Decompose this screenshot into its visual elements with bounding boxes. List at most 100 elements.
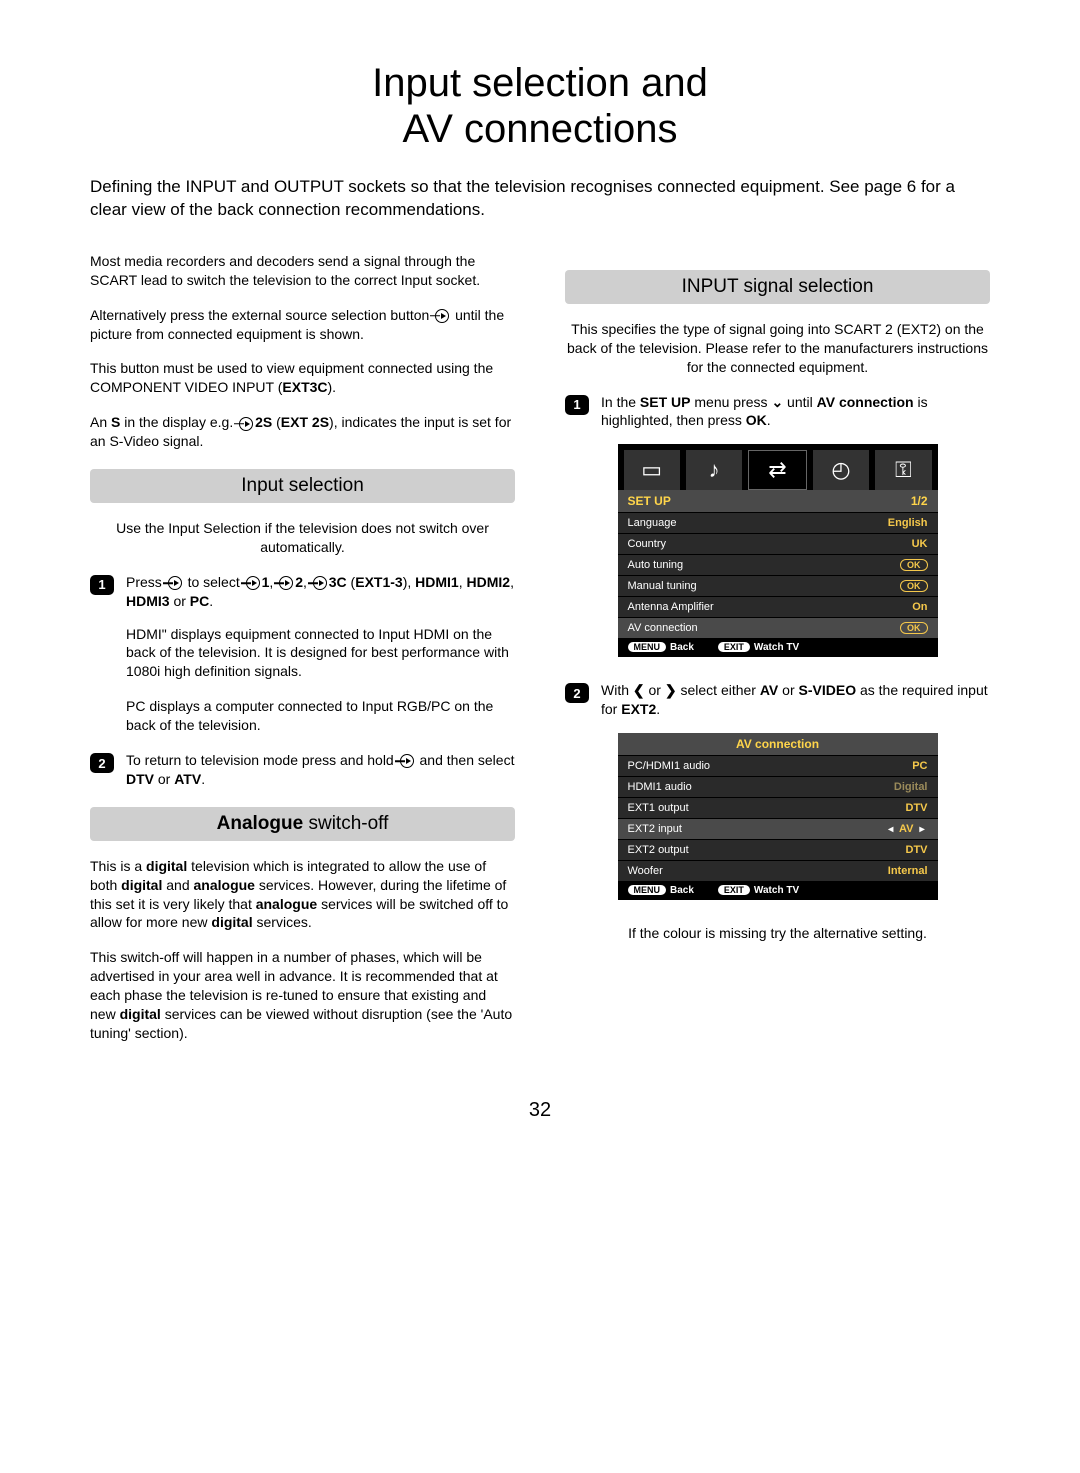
left-p1: Most media recorders and decoders send a… (90, 252, 515, 290)
text-bold: HDMI3 (126, 593, 170, 609)
text: to select (184, 574, 244, 590)
left-p4: An S in the display e.g. 2S (EXT 2S), in… (90, 413, 515, 451)
osd-setup-menu: ▭ ♪ ⇄ ◴ ⚿ SET UP 1/2 LanguageEnglishCoun… (618, 444, 938, 657)
osd-row: Auto tuningOK (618, 554, 938, 575)
osd2-header-title: AV connection (736, 737, 819, 751)
text: and (162, 877, 193, 893)
text: ). (328, 379, 337, 395)
osd-row-value: Digital (894, 781, 928, 793)
right-footnote: If the colour is missing try the alterna… (565, 924, 990, 943)
osd-footer-back: Back (670, 642, 694, 653)
text-bold: EXT 2S (281, 414, 329, 430)
step-badge-1: 1 (565, 395, 589, 415)
input-icon (435, 309, 449, 323)
text-bold: EXT3C (282, 379, 327, 395)
osd-av-connection-menu: AV connection PC/HDMI1 audio PC HDMI1 audi… (618, 733, 938, 900)
step-badge-2: 2 (565, 683, 589, 703)
text: Press (126, 574, 166, 590)
text: ( (347, 574, 356, 590)
text: . (201, 771, 205, 787)
chevron-right-icon: ❯ (665, 681, 677, 700)
text-bold: SET UP (640, 394, 691, 410)
analogue-p2: This switch-off will happen in a number … (90, 948, 515, 1042)
picture-icon: ▭ (624, 450, 680, 490)
step-1-text: Press to select 1, 2, 3C (EXT1-3), HDMI1… (126, 573, 515, 611)
osd-row-label: Country (628, 538, 667, 550)
osd-row-value: OK (900, 580, 928, 592)
text-bold: analogue (194, 877, 255, 893)
osd-row-value: DTV (906, 802, 928, 814)
input-selection-intro: Use the Input Selection if the televisio… (90, 519, 515, 557)
left-step-1: 1 Press to select 1, 2, 3C (EXT1-3), HDM… (90, 573, 515, 611)
osd-row-label: Language (628, 517, 677, 529)
text-bold: S (111, 414, 120, 430)
osd-row: EXT2 input◂ AV ▸ (618, 818, 938, 839)
title-line2: AV connections (90, 106, 990, 152)
text: and then select (416, 752, 515, 768)
osd-row-label: EXT2 output (628, 844, 689, 856)
text: until (783, 394, 816, 410)
osd-row-value: PC (912, 760, 927, 772)
text: ), (403, 574, 415, 590)
text-bold: S-VIDEO (799, 682, 857, 698)
right-step1-text: In the SET UP menu press ⌄ until AV conn… (601, 393, 990, 431)
text: menu press (691, 394, 772, 410)
menu-pill: MENU (628, 642, 667, 652)
osd-footer-watch: Watch TV (754, 885, 799, 896)
left-column: Most media recorders and decoders send a… (90, 252, 515, 1059)
osd-row-label: PC/HDMI1 audio (628, 760, 711, 772)
is-p3: PC displays a computer connected to Inpu… (126, 697, 515, 735)
osd-row-label: Antenna Amplifier (628, 601, 714, 613)
text: An (90, 414, 111, 430)
text-bold: DTV (126, 771, 154, 787)
text: Alternatively press the external source … (90, 307, 433, 323)
text: select either (677, 682, 760, 698)
osd-row: HDMI1 audio Digital (618, 776, 938, 797)
text: in the display e.g. (120, 414, 237, 430)
text: or (778, 682, 798, 698)
left-step-2: 2 To return to television mode press and… (90, 751, 515, 789)
text: . (767, 412, 771, 428)
text-bold: OK (746, 412, 767, 428)
osd-row-label: HDMI1 audio (628, 781, 692, 793)
osd-header: SET UP 1/2 (618, 490, 938, 512)
left-p3: This button must be used to view equipme… (90, 359, 515, 397)
osd-row: EXT1 outputDTV (618, 797, 938, 818)
input-icon (313, 576, 327, 590)
chevron-left-icon: ❮ (633, 681, 645, 700)
osd2-header: AV connection (618, 733, 938, 755)
input-icon (279, 576, 293, 590)
text: This is a (90, 858, 146, 874)
osd-header-title: SET UP (628, 494, 671, 508)
chevron-down-icon: ⌄ (771, 393, 783, 412)
osd-row: LanguageEnglish (618, 512, 938, 533)
text: With (601, 682, 633, 698)
osd-row-value: DTV (906, 844, 928, 856)
page-title-block: Input selection and AV connections (90, 60, 990, 152)
text-bold: digital (146, 858, 187, 874)
is-p2: HDMI" displays equipment connected to In… (126, 625, 515, 682)
setup-icon: ⇄ (748, 450, 806, 490)
text: , (510, 574, 514, 590)
text-bold: Analogue (217, 813, 304, 834)
step-badge-1: 1 (90, 575, 114, 595)
text-bold: EXT1-3 (355, 574, 402, 590)
osd-row: WooferInternal (618, 860, 938, 881)
text: or (170, 593, 190, 609)
text-bold: analogue (256, 896, 317, 912)
osd-row-value: UK (912, 538, 928, 550)
osd-row-value: Internal (888, 865, 928, 877)
osd-row: PC/HDMI1 audio PC (618, 755, 938, 776)
text: services. (253, 914, 312, 930)
text-bold: HDMI1 (415, 574, 459, 590)
input-selection-header: Input selection (90, 469, 515, 503)
text: switch-off (303, 813, 388, 834)
exit-pill: EXIT (718, 885, 750, 895)
title-line1: Input selection and (90, 60, 990, 106)
text-bold: EXT2 (621, 701, 656, 717)
right-step2-text: With ❮ or ❯ select either AV or S-VIDEO … (601, 681, 990, 719)
input-icon (239, 417, 253, 431)
text: . (209, 593, 213, 609)
page-number: 32 (90, 1099, 990, 1122)
text-bold: 2 (295, 574, 303, 590)
